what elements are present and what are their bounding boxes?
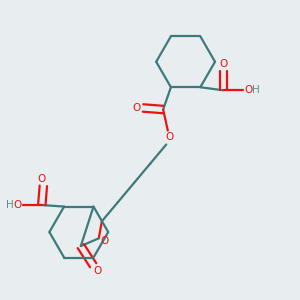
Text: O: O bbox=[244, 85, 252, 95]
Text: O: O bbox=[94, 266, 102, 277]
Text: H: H bbox=[6, 200, 14, 210]
Text: O: O bbox=[165, 132, 173, 142]
Text: O: O bbox=[132, 103, 140, 113]
Text: H: H bbox=[252, 85, 260, 95]
Text: O: O bbox=[219, 59, 228, 69]
Text: O: O bbox=[38, 174, 46, 184]
Text: O: O bbox=[100, 236, 109, 246]
Text: O: O bbox=[13, 200, 21, 210]
